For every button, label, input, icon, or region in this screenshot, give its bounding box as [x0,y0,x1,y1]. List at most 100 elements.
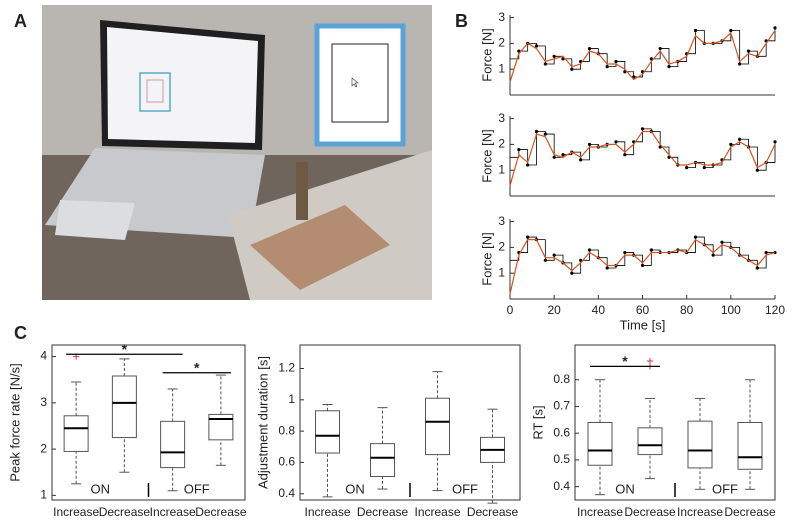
target-dot [773,26,777,30]
x-tick-label: 20 [547,303,561,317]
significance-label: * [622,353,628,369]
group-label: OFF [184,481,210,496]
target-dot [640,127,645,131]
x-tick-label: 100 [721,303,741,317]
box [315,410,340,454]
x-tick-label: Increase [414,505,460,519]
y-tick-label: 1 [40,488,47,502]
target-dot [570,67,574,71]
target-dot [755,266,759,270]
target-dot [517,147,521,152]
group-label: ON [615,481,635,496]
y-tick-label: 3 [498,214,505,228]
y-axis-label: Force [N] [479,28,494,81]
data-line [510,128,776,171]
target-dot [543,258,547,262]
target-dot [720,240,724,244]
target-dot [570,271,574,275]
target-dot [587,248,592,252]
x-tick-label: 120 [765,303,785,317]
panel-label: C [14,323,27,343]
x-tick-label: Increase [53,505,99,519]
target-dot [658,46,662,51]
y-tick-label: 0.8 [553,372,570,386]
target-dot [729,28,733,33]
data-line [509,130,776,186]
target-dot [605,266,609,270]
target-dot [614,59,618,64]
target-dot [587,142,592,146]
x-tick-label: Increase [677,505,723,519]
data-line [510,236,775,274]
target-dot [587,46,592,51]
target-dot [623,250,627,255]
box [687,420,713,469]
target-dot [711,253,715,257]
target-dot [693,235,698,239]
target-dot [729,142,733,146]
panel-label: A [14,11,27,31]
target-dot [614,140,618,144]
y-tick-label: 2 [498,240,505,254]
y-tick-label: 1.2 [278,361,295,375]
x-tick-label: Decrease [195,505,247,519]
x-tick-label: Decrease [624,505,676,519]
x-tick-label: Decrease [724,505,776,519]
significance-label: * [194,359,200,375]
y-axis-label: Force [N] [479,129,494,182]
y-tick-label: 2 [498,36,505,50]
box [63,415,89,452]
target-dot [552,54,556,58]
target-dot [702,166,706,170]
target-dot [552,155,556,159]
x-tick-label: 40 [592,303,606,317]
group-label: ON [345,481,365,496]
y-tick-label: 4 [40,349,47,363]
target-dot [685,166,689,170]
y-axis-label: Peak force rate [N/s] [7,363,22,482]
y-tick-label: 1 [288,392,295,406]
target-dot [561,153,565,157]
target-dot [764,250,768,255]
box [370,443,395,478]
target-dot [755,168,759,172]
plot-frame [574,344,776,501]
target-dot [738,62,742,66]
x-tick-label: 60 [636,303,650,317]
y-tick-label: 0.8 [278,423,295,437]
target-dot [534,44,539,48]
x-tick-label: 80 [680,303,694,317]
group-label: ON [91,481,111,496]
x-tick-label: Increase [304,505,350,519]
box [737,422,763,470]
y-tick-label: 1 [498,162,505,176]
significance-label: * [122,341,128,357]
box [425,397,450,456]
target-dot [649,248,653,252]
group-label: OFF [452,481,478,496]
panel-label: B [455,11,468,31]
y-tick-label: 0.6 [278,455,295,469]
y-tick-label: 0.4 [278,486,295,500]
target-dot [738,137,742,141]
x-tick-label: Increase [577,505,623,519]
inset-screen [314,23,406,147]
target-dot [605,65,609,69]
data-line [509,30,776,83]
target-dot [552,253,556,257]
box [111,375,137,439]
y-axis-label: Force [N] [479,232,494,285]
target-dot [526,163,530,167]
target-dot [543,132,547,136]
box [160,420,186,469]
box [587,422,613,466]
y-axis-label: Adjustment duration [s] [255,356,270,489]
target-dot [667,65,671,69]
x-axis-label: Time [s] [620,317,666,332]
x-tick-label: Decrease [357,505,409,519]
data-line [509,238,776,294]
y-tick-label: 2 [498,137,505,151]
x-tick-label: 0 [507,303,514,317]
y-tick-label: 1 [498,265,505,279]
